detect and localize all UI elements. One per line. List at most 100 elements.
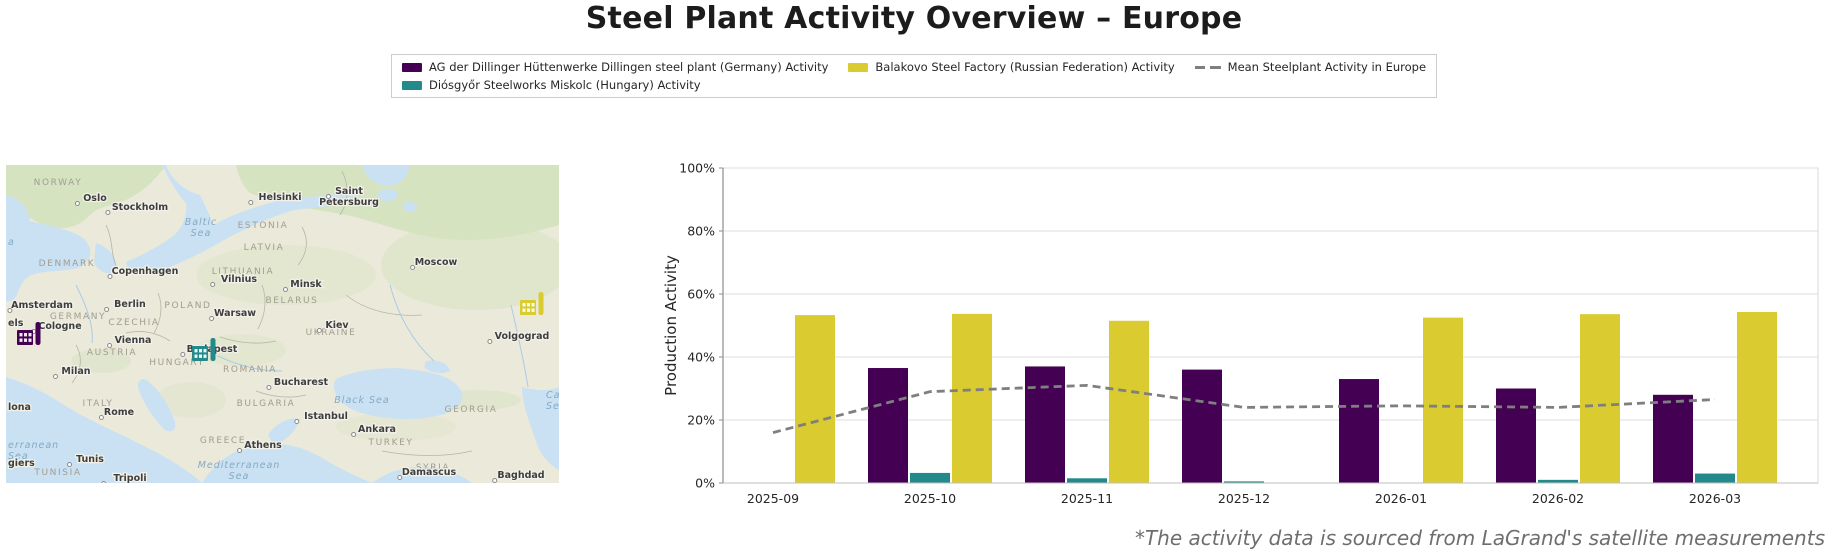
city-label-line: Damascus	[402, 467, 457, 478]
edge-label: els	[8, 318, 24, 329]
y-tick-label: 80%	[687, 224, 715, 239]
country-label-line: LITHUANIA	[212, 267, 275, 277]
city-label: Oslo	[83, 193, 107, 204]
city-dot	[492, 478, 498, 483]
bar-balakovo-2025-11	[1109, 320, 1149, 483]
country-label-line: GREECE	[200, 436, 246, 446]
map-plant-markers	[7, 194, 544, 483]
city-label-line: Stockholm	[112, 202, 168, 213]
bars-layer	[795, 311, 1777, 483]
city-label: Vilnius	[221, 274, 257, 285]
factory-window	[19, 333, 23, 337]
country-label-line: CZECHIA	[108, 318, 159, 328]
city-dot	[410, 265, 416, 270]
y-axis-title: Production Activity	[662, 255, 680, 396]
city-label-line: Milan	[61, 366, 90, 377]
city-label-line: Athens	[244, 440, 282, 451]
bar-diosgyor-2025-11	[1067, 478, 1107, 483]
city-label: Tripoli	[113, 473, 146, 483]
country-label: SYRIA	[416, 463, 450, 473]
factory-chimney	[35, 322, 41, 345]
x-tick-label: 2025-10	[904, 491, 956, 506]
city-label-line: Bucharest	[274, 377, 329, 388]
country-label: POLAND	[164, 301, 211, 311]
map-borders	[71, 170, 473, 456]
bar-diosgyor-2026-02	[1538, 479, 1578, 483]
bar-dillinger-2025-12	[1182, 369, 1222, 483]
city-dot	[397, 475, 403, 480]
city-label: Moscow	[415, 257, 458, 268]
country-label-line: GERMANY	[50, 312, 106, 322]
sea-label-line: Sea	[191, 228, 212, 239]
city-label-line: Berlin	[114, 299, 146, 310]
factory-icon-diosgyor	[192, 338, 216, 361]
country-label: BULGARIA	[237, 399, 296, 409]
factory-window	[28, 338, 32, 342]
city-label-line: Oslo	[83, 193, 107, 204]
city-dot	[67, 462, 72, 467]
city-label-line: Istanbul	[304, 411, 348, 422]
factory-window	[19, 338, 23, 342]
country-label: CZECHIA	[108, 318, 159, 328]
city-label-line: Baghdad	[497, 470, 544, 481]
factory-window	[527, 308, 530, 312]
country-label-line: ITALY	[83, 399, 114, 409]
bar-dillinger-2026-02	[1496, 388, 1536, 483]
city-label-line: Helsinki	[259, 192, 302, 203]
country-label: TUNISIA	[33, 468, 81, 478]
page-title: Steel Plant Activity Overview – Europe	[585, 1, 1243, 36]
city-label: Vienna	[115, 335, 152, 346]
y-tick-label: 60%	[687, 287, 715, 302]
city-dot	[180, 352, 186, 357]
city-label-line: Copenhagen	[112, 266, 179, 277]
country-label-line: ESTONIA	[238, 221, 289, 231]
sea-label-line: Se	[546, 401, 559, 412]
factory-window	[194, 349, 198, 353]
city-dot	[74, 201, 80, 206]
x-tick-label: 2026-02	[1532, 491, 1584, 506]
city-label: Kiev	[325, 320, 349, 331]
legend-label: Diósgyőr Steelworks Miskolc (Hungary) Ac…	[428, 78, 701, 92]
city-label: Cologne	[38, 321, 81, 332]
city-label: Helsinki	[259, 192, 302, 203]
city-dot	[326, 194, 331, 199]
factory-window	[28, 333, 32, 337]
bar-dillinger-2025-10	[868, 368, 908, 483]
diosgyor-swatch	[401, 80, 422, 90]
city-label: Warsaw	[214, 308, 256, 319]
city-label-line: Kiev	[325, 320, 349, 331]
legend-item-diosgyor: Diósgyőr Steelworks Miskolc (Hungary) Ac…	[401, 77, 828, 93]
city-dot	[266, 385, 272, 390]
city-dot	[248, 200, 254, 205]
mean-activity-line	[772, 383, 1716, 434]
city-dot	[107, 274, 113, 279]
city-label: Damascus	[402, 467, 457, 478]
sea-label-line: a	[8, 237, 15, 248]
country-label: ITALY	[83, 399, 114, 409]
city-dot	[107, 343, 113, 348]
city-dot	[487, 339, 493, 344]
country-label-line: TUNISIA	[33, 468, 81, 478]
country-label: AUSTRIA	[87, 348, 137, 358]
factory-window	[531, 308, 535, 312]
sea-label-line: Mediterranean	[198, 460, 281, 471]
city-label-line: Tunis	[76, 454, 104, 465]
sea-label-line: Black Sea	[334, 395, 389, 406]
factory-window	[24, 338, 27, 342]
europe-map: NORWAY DENMARK ESTONIA LATVIA LITHUANIA BELAR…	[6, 165, 559, 483]
map-water	[6, 165, 559, 483]
country-label: GREECE	[200, 436, 246, 446]
city-label: Bucharest	[274, 377, 329, 388]
x-tick-label: 2026-03	[1689, 491, 1741, 506]
country-label: DENMARK	[39, 259, 96, 269]
city-dot	[209, 316, 215, 321]
city-label: Baghdad	[497, 470, 544, 481]
map-rivers	[75, 284, 529, 388]
city-label-line: Amsterdam	[11, 300, 73, 311]
edge-label-line: lona	[8, 402, 31, 413]
sea-label: erranean Sea	[8, 440, 59, 462]
city-dot	[104, 307, 110, 312]
factory-building	[192, 346, 208, 361]
country-label-line: BULGARIA	[237, 399, 296, 409]
city-dot	[105, 210, 111, 215]
